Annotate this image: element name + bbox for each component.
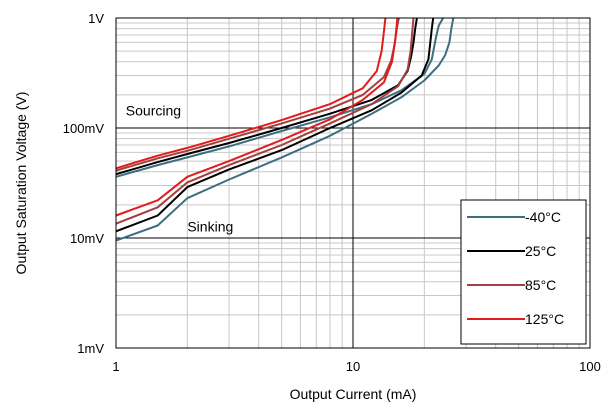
legend-box: [460, 199, 587, 345]
series-line-sourcing-0: [115, 17, 444, 178]
series-line-sinking-3: [115, 17, 399, 217]
legend-label-2: 85°C: [525, 277, 556, 293]
x-tick-label-1: 10: [346, 359, 360, 374]
series-layer: [115, 17, 455, 242]
x-tick-label-2: 100: [579, 359, 601, 374]
legend: -40°C 25°C 85°C 125°C: [460, 199, 587, 345]
x-axis-label: Output Current (mA): [290, 386, 417, 402]
x-tick-label-0: 1: [112, 359, 119, 374]
annotation-1: Sinking: [187, 218, 233, 234]
legend-label-1: 25°C: [525, 243, 556, 259]
tick-labels: 1 10 100 1mV 10mV 100mV 1V: [63, 11, 601, 374]
y-tick-label-2: 100mV: [63, 121, 105, 136]
series-line-sinking-0: [115, 17, 455, 242]
legend-label-3: 125°C: [525, 311, 564, 327]
series-line-sinking-1: [115, 17, 435, 233]
legend-label-0: -40°C: [525, 209, 561, 225]
series-line-sourcing-3: [115, 17, 387, 170]
annotation-0: Sourcing: [126, 102, 181, 118]
y-tick-label-3: 1V: [88, 11, 104, 26]
annotations: Sourcing Sinking: [126, 102, 233, 234]
y-tick-label-0: 1mV: [77, 341, 104, 356]
plot-frame: [115, 17, 591, 349]
series-line-sourcing-1: [115, 17, 418, 176]
y-axis-label: Output Saturation Voltage (V): [13, 92, 29, 275]
y-tick-label-1: 10mV: [70, 231, 104, 246]
series-line-sinking-2: [115, 17, 415, 225]
